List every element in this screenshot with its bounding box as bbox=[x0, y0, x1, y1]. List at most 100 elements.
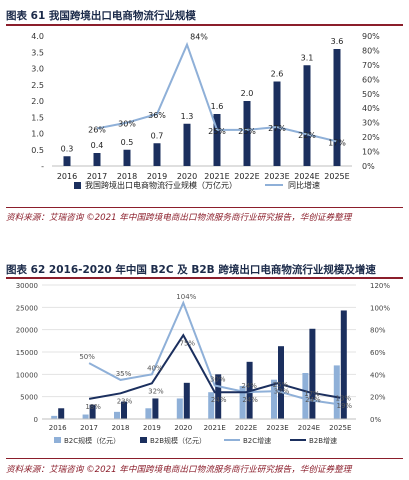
b2c-bar bbox=[114, 411, 120, 419]
growth-value-label: 25% bbox=[238, 127, 256, 136]
bar-value-label: 0.5 bbox=[121, 138, 134, 147]
bar-value-label: 2.0 bbox=[241, 89, 254, 98]
y-right-tick-label: 40% bbox=[362, 104, 380, 113]
b2b-growth-label: 75% bbox=[180, 339, 196, 347]
b2b-growth-label: 18% bbox=[85, 403, 101, 411]
x-tick-label: 2021E bbox=[204, 424, 226, 432]
b2b-bar bbox=[278, 346, 284, 419]
b2c-bar bbox=[271, 379, 277, 419]
figure-62-chart: 0 5000 10000 15000 20000 25000 30000 0% 20% 40% 60… bbox=[16, 282, 391, 445]
x-tick-label: 2017 bbox=[87, 172, 107, 181]
b2c-growth-label: 35% bbox=[116, 370, 132, 378]
y-right-tick-label: 40% bbox=[370, 371, 386, 379]
bar-value-label: 0.4 bbox=[91, 141, 104, 150]
b2c-growth-label: 50% bbox=[79, 353, 95, 361]
x-tick-label: 2024E bbox=[298, 424, 320, 432]
b2c-growth-label: 30% bbox=[210, 376, 226, 384]
figure-61-title: 图表 61 我国跨境出口电商物流行业规模 bbox=[6, 10, 196, 22]
y-left-tick-label: 3.0 bbox=[31, 65, 44, 74]
x-tick-label: 2021E bbox=[204, 172, 229, 181]
y-right-tick-label: 80% bbox=[370, 327, 386, 335]
y-right-tick-label: 60% bbox=[370, 349, 386, 357]
y-left-tick-label: 3.5 bbox=[31, 48, 44, 57]
growth-value-label: 25% bbox=[208, 127, 226, 136]
figure-61-chart: - 0.5 1.0 1.5 2.0 2.5 3.0 3.5 4.0 0% 10% 20% 30% 40% 5… bbox=[31, 32, 380, 190]
b2c-growth-label: 40% bbox=[147, 364, 163, 372]
legend-label-scale: 我国跨境出口电商物流行业规模（万亿元） bbox=[85, 180, 237, 190]
y-right-tick-label: 90% bbox=[362, 32, 380, 41]
legend-label-b2c: B2C规模（亿元） bbox=[64, 436, 120, 445]
bar bbox=[183, 123, 191, 166]
b2b-growth-label: 24% bbox=[242, 396, 258, 404]
figure-62-source: 资料来源：艾瑞咨询 ©2021 年中国跨境电商出口物流服务商行业研究报告，华创证… bbox=[6, 465, 352, 475]
y-left-tick-label: 5000 bbox=[20, 394, 38, 402]
x-tick-label: 2025E bbox=[324, 172, 349, 181]
b2c-bar bbox=[302, 372, 309, 419]
y-left-tick-label: 10000 bbox=[16, 371, 38, 379]
growth-value-label: 27% bbox=[268, 124, 286, 133]
bar-value-label: 1.6 bbox=[211, 102, 224, 111]
b2b-bar bbox=[58, 408, 65, 419]
b2b-bar bbox=[121, 401, 127, 419]
bar bbox=[273, 81, 281, 166]
b2c-bar bbox=[333, 365, 340, 419]
legend-label-b2b: B2B规模（亿元） bbox=[150, 436, 206, 445]
y-left-tick-label: 0.5 bbox=[31, 146, 44, 155]
b2c-bar bbox=[208, 392, 215, 419]
y-left-tick-label: 2.0 bbox=[31, 97, 44, 106]
growth-value-label: 26% bbox=[88, 125, 106, 134]
figure-61-source: 资料来源：艾瑞咨询 ©2021 年中国跨境电商出口物流服务商行业研究报告，华创证… bbox=[6, 213, 352, 223]
b2b-bar bbox=[183, 382, 190, 419]
y-right-tick-label: 20% bbox=[370, 394, 386, 402]
b2b-bar bbox=[152, 398, 159, 419]
legend-swatch-b2c bbox=[54, 437, 61, 443]
y-left-tick-label: 4.0 bbox=[31, 32, 44, 41]
b2b-growth-label: 19% bbox=[337, 402, 353, 410]
b2c-growth-label: 13% bbox=[336, 394, 352, 402]
bar-value-label: 0.7 bbox=[151, 131, 164, 140]
figure-62-bottom-rule bbox=[6, 458, 403, 459]
y-right-tick-label: 30% bbox=[362, 119, 380, 128]
growth-value-label: 22% bbox=[298, 131, 316, 140]
b2b-bar bbox=[340, 310, 347, 419]
legend-label-growth: 同比增速 bbox=[288, 180, 320, 190]
x-tick-label: 2022E bbox=[234, 172, 259, 181]
growth-value-label: 84% bbox=[190, 33, 208, 42]
growth-value-label: 30% bbox=[118, 120, 136, 129]
x-tick-label: 2024E bbox=[294, 172, 319, 181]
x-tick-label: 2023E bbox=[266, 424, 288, 432]
bar bbox=[243, 101, 251, 166]
growth-value-label: 17% bbox=[328, 138, 346, 147]
x-tick-label: 2022E bbox=[235, 424, 257, 432]
bar bbox=[153, 143, 161, 166]
growth-value-label: 36% bbox=[148, 111, 166, 120]
bar-value-label: 3.1 bbox=[301, 53, 314, 62]
y-left-tick-label: 2.5 bbox=[31, 81, 44, 90]
b2b-bar bbox=[215, 374, 222, 419]
b2b-growth-label: 24% bbox=[305, 396, 321, 404]
y-right-tick-label: 60% bbox=[362, 75, 380, 84]
y-left-tick-label: - bbox=[41, 162, 44, 171]
b2b-growth-label: 32% bbox=[274, 387, 290, 395]
b2b-growth-line bbox=[88, 333, 341, 400]
bar-value-label: 0.3 bbox=[61, 144, 74, 153]
b2b-growth-label: 23% bbox=[117, 397, 133, 405]
y-right-tick-label: 20% bbox=[362, 133, 380, 142]
b2c-bar bbox=[239, 385, 246, 419]
x-tick-label: 2020 bbox=[177, 172, 197, 181]
growth-line bbox=[96, 41, 338, 143]
y-left-tick-label: 25000 bbox=[16, 304, 38, 312]
legend-label-b2c-growth: B2C增速 bbox=[243, 436, 271, 445]
bar bbox=[93, 153, 101, 166]
bar-value-label: 1.3 bbox=[181, 112, 194, 121]
b2b-growth-label: 24% bbox=[211, 396, 227, 404]
x-tick-label: 2023E bbox=[264, 172, 289, 181]
y-left-tick-label: 20000 bbox=[16, 327, 38, 335]
bar bbox=[123, 149, 131, 166]
y-right-tick-label: 50% bbox=[362, 90, 380, 99]
x-tick-label: 2019 bbox=[147, 172, 167, 181]
y-left-tick-label: 15000 bbox=[16, 349, 38, 357]
y-right-tick-label: 0% bbox=[370, 416, 381, 424]
b2c-bar bbox=[176, 398, 183, 419]
x-tick-label: 2019 bbox=[143, 424, 161, 432]
